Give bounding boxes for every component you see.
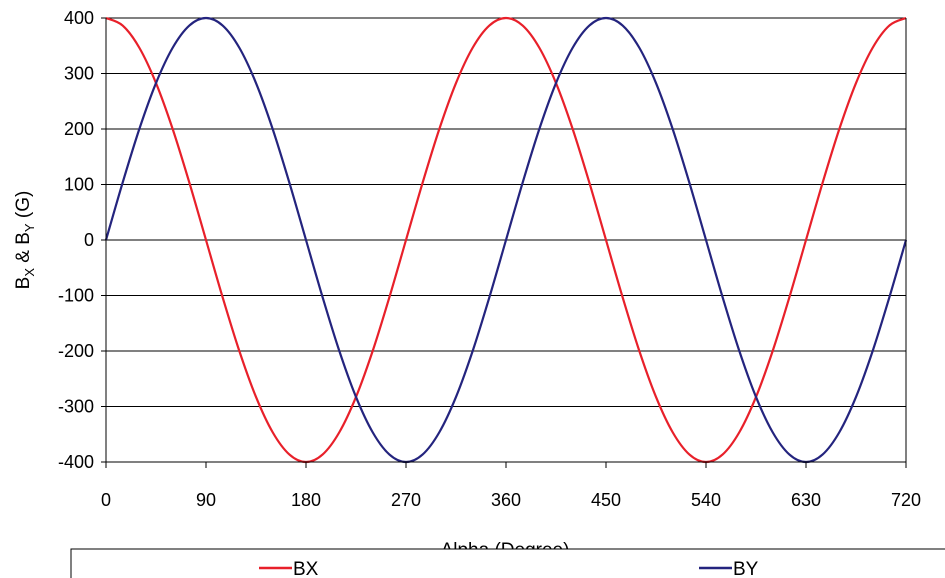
y-tick-label: 400 bbox=[64, 8, 94, 28]
gridlines bbox=[106, 17, 906, 407]
y-tick-label: -200 bbox=[58, 341, 94, 361]
y-tick-label: -300 bbox=[58, 397, 94, 417]
x-tick-label: 90 bbox=[196, 490, 216, 510]
y-axis-title-mid: & B bbox=[13, 232, 34, 268]
series-line-bx bbox=[105, 16, 907, 464]
x-tick-label: 270 bbox=[391, 490, 421, 510]
y-axis-title-sub-y: Y bbox=[22, 223, 37, 232]
x-tick-label: 180 bbox=[291, 490, 321, 510]
y-axis-title-unit: (G) bbox=[13, 191, 34, 224]
y-tick-label: -100 bbox=[58, 286, 94, 306]
y-tick-label: 300 bbox=[64, 64, 94, 84]
x-tick-label: 360 bbox=[491, 490, 521, 510]
y-axis-title-b1: B bbox=[13, 277, 34, 290]
legend-box bbox=[70, 548, 945, 578]
series-lines bbox=[104, 16, 908, 464]
y-tick-label: 0 bbox=[84, 230, 94, 250]
legend: BX BY bbox=[70, 548, 945, 578]
legend-label-by: BY bbox=[733, 559, 759, 578]
x-tick-label: 630 bbox=[791, 490, 821, 510]
x-tick-labels: 0 90 180 270 360 450 540 630 720 bbox=[101, 490, 921, 510]
axes bbox=[101, 17, 907, 468]
y-axis-title-sub-x: X bbox=[22, 268, 37, 277]
legend-label-bx: BX bbox=[293, 559, 319, 578]
x-tick-label: 540 bbox=[691, 490, 721, 510]
y-axis-title: BX & BY (G) bbox=[13, 191, 37, 290]
x-tick-label: 720 bbox=[891, 490, 921, 510]
y-tick-labels: 400 300 200 100 0 -100 -200 -300 -400 bbox=[58, 8, 94, 472]
x-tick-label: 450 bbox=[591, 490, 621, 510]
x-tick-label: 0 bbox=[101, 490, 111, 510]
y-tick-label: 100 bbox=[64, 175, 94, 195]
y-tick-label: -400 bbox=[58, 452, 94, 472]
series-line-by bbox=[104, 16, 908, 464]
y-tick-label: 200 bbox=[64, 119, 94, 139]
